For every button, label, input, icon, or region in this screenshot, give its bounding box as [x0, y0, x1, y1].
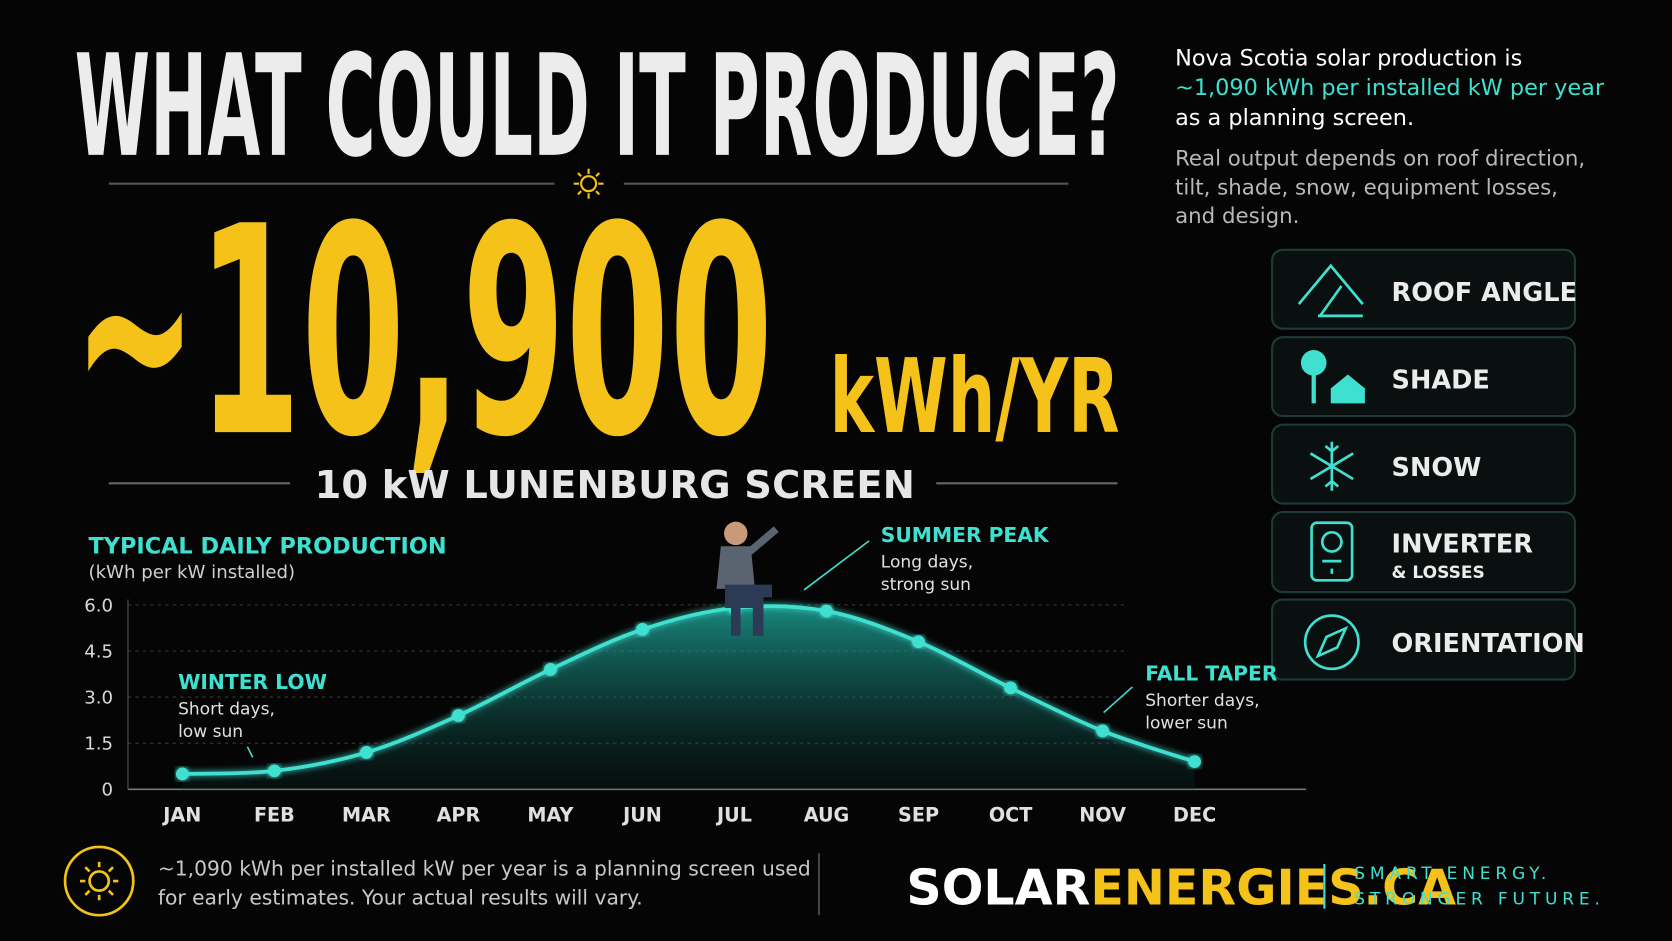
- tagline: SMART ENERGY.: [1354, 864, 1551, 884]
- sun-icon: [573, 168, 604, 199]
- x-tick-label: NOV: [1079, 803, 1126, 826]
- annotation-title: FALL TAPER: [1145, 662, 1278, 686]
- area: [182, 606, 1195, 790]
- annotation-leader: [246, 746, 254, 758]
- brand-a: SOLAR: [906, 858, 1090, 916]
- brand-b: ENERGIES.CA: [1090, 858, 1456, 916]
- roof-icon: [1297, 263, 1364, 318]
- factor-card: [1271, 248, 1577, 330]
- annotation-leader: [803, 540, 870, 591]
- factor-label: ROOF ANGLE: [1392, 278, 1578, 308]
- shade-icon: [1300, 350, 1365, 404]
- y-tick-label: 4.5: [84, 641, 113, 662]
- point: [636, 623, 649, 636]
- compass-icon: [1303, 614, 1360, 671]
- x-tick-label: MAY: [527, 803, 574, 826]
- y-tick-label: 6.0: [84, 595, 113, 616]
- x-tick-label: JUN: [621, 803, 662, 826]
- x-tick-label: FEB: [254, 803, 295, 826]
- point: [544, 663, 557, 676]
- brand: SOLARENERGIES.CA: [906, 858, 1456, 916]
- factor-label: INVERTER: [1392, 530, 1534, 560]
- x-tick-label: APR: [437, 803, 481, 826]
- factor-label: SNOW: [1392, 453, 1482, 483]
- footer-sun-icon: [79, 861, 119, 901]
- point: [359, 746, 373, 759]
- info-highlight: ~1,090 kWh per installed kW per year: [1175, 75, 1605, 101]
- x-tick-label: JAN: [161, 803, 201, 826]
- y-tick-label: 0: [101, 780, 113, 801]
- person-legs: [725, 584, 773, 636]
- info-line: as a planning screen.: [1175, 105, 1414, 131]
- person-head: [724, 521, 748, 546]
- annotation-text: Shorter days,: [1145, 691, 1259, 711]
- footer-icon-ring: [63, 845, 135, 917]
- inverter-icon: [1310, 521, 1354, 582]
- snow-icon: [1309, 441, 1354, 491]
- point: [820, 604, 833, 618]
- factor-sublabel: & LOSSES: [1392, 563, 1485, 583]
- x-tick-label: DEC: [1173, 803, 1216, 826]
- factor-card: [1271, 511, 1577, 594]
- info-detail: and design.: [1175, 204, 1299, 229]
- x-tick-label: OCT: [989, 803, 1032, 826]
- person-arm: [746, 526, 779, 556]
- point: [912, 635, 925, 649]
- annotation-title: SUMMER PEAK: [881, 523, 1050, 547]
- info-line: Nova Scotia solar production is: [1175, 45, 1522, 71]
- title: WHAT COULD IT PRODUCE?: [75, 25, 1120, 189]
- x-tick-label: SEP: [898, 803, 939, 826]
- x-tick-label: JUL: [715, 803, 752, 826]
- annotation-title: WINTER LOW: [178, 670, 327, 694]
- person: [716, 521, 779, 636]
- annotation-text: low sun: [178, 722, 243, 742]
- factor-list: ROOF ANGLE SHADE SNOW INVERTER & LOSSES …: [1271, 248, 1585, 681]
- x-tick-label: MAR: [342, 803, 391, 826]
- factor-label: ORIENTATION: [1392, 629, 1585, 659]
- headline-unit: kWh/YR: [830, 338, 1120, 457]
- info-detail: tilt, shade, snow, equipment losses,: [1175, 175, 1558, 200]
- x-tick-label: AUG: [804, 803, 850, 826]
- point: [1004, 681, 1017, 695]
- person-body: [716, 546, 755, 589]
- point: [1188, 755, 1202, 769]
- y-tick-label: 1.5: [84, 734, 113, 755]
- tagline: STRONGER FUTURE.: [1354, 889, 1604, 909]
- point: [267, 764, 281, 778]
- annotation-text: Long days,: [881, 553, 973, 573]
- chart-title: TYPICAL DAILY PRODUCTION: [89, 534, 447, 560]
- info-detail: Real output depends on roof direction,: [1175, 147, 1585, 172]
- footer-note: ~1,090 kWh per installed kW per year is …: [158, 857, 811, 881]
- point: [452, 709, 465, 722]
- chart-subtitle: (kWh per kW installed): [89, 562, 296, 583]
- point: [1096, 724, 1109, 738]
- annotation-text: lower sun: [1145, 714, 1228, 734]
- factor-card: [1271, 423, 1577, 505]
- factor-label: SHADE: [1392, 365, 1490, 395]
- headline-value: ~10,900: [73, 165, 774, 500]
- annotation-text: Short days,: [178, 700, 275, 720]
- subtitle: 10 kW LUNENBURG SCREEN: [315, 463, 915, 508]
- y-tick-label: 3.0: [84, 687, 113, 708]
- annotation-text: strong sun: [881, 575, 971, 595]
- point: [175, 767, 189, 781]
- chart: 0 1.5 3.0 4.5 6.0 JAN FEB MAR APR MAY JUN JUL AUG SEP…: [84, 521, 1307, 826]
- footer-note: for early estimates. Your actual results…: [158, 885, 643, 909]
- annotation-leader: [1103, 686, 1133, 714]
